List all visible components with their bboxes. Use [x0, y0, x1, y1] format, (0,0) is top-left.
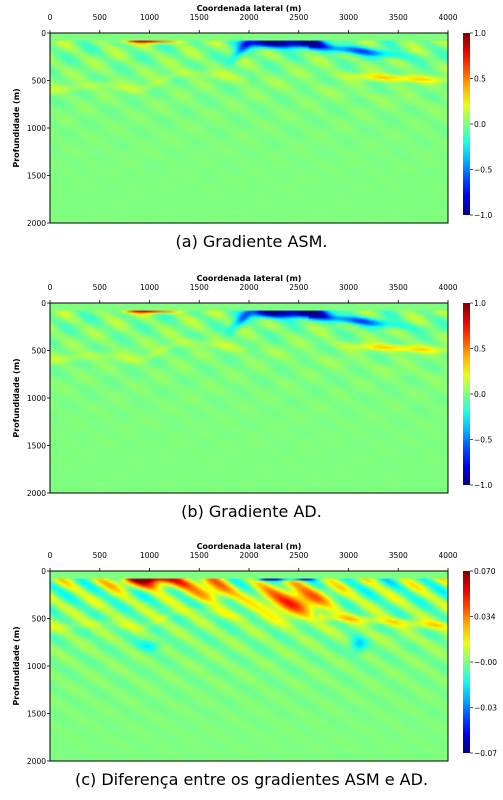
colorbar: [463, 571, 470, 753]
heatmap-image: [50, 33, 448, 223]
y-tick-label: 1500: [27, 172, 46, 181]
colorbar-tick-label: 1.0: [474, 29, 486, 38]
x-tick-label: 2500: [289, 551, 308, 560]
x-tick-label: 1000: [140, 551, 159, 560]
colorbar-tick-label: −0.5: [474, 166, 492, 175]
colorbar-tick-label: 1.0: [474, 299, 486, 308]
x-tick-label: 2000: [239, 283, 258, 292]
x-tick-label: 3500: [389, 283, 408, 292]
colorbar-tick-label: −0.5: [474, 436, 492, 445]
y-tick-label: 2000: [27, 219, 46, 228]
colorbar-tick-label: 0.070: [474, 567, 496, 576]
x-tick-label: 3500: [389, 551, 408, 560]
x-tick-label: 3000: [339, 551, 358, 560]
figure-caption: (b) Gradiente AD.: [181, 502, 322, 521]
x-tick-label: 1000: [140, 283, 159, 292]
x-axis-label: Coordenada lateral (m): [197, 542, 302, 551]
x-tick-label: 1500: [190, 283, 209, 292]
colorbar: [463, 33, 470, 215]
chart-panel: Coordenada lateral (m) 0 500 1000 1500 2000 25…: [0, 0, 503, 262]
chart-svg: Coordenada lateral (m) 0 500 1000 1500 2000 25…: [12, 4, 492, 228]
y-tick-label: 2000: [27, 757, 46, 766]
colorbar-tick-label: 0.034: [474, 613, 496, 622]
x-tick-label: 500: [93, 551, 108, 560]
colorbar-tick-label: −0.03: [474, 704, 497, 713]
figure-caption: (c) Diferença entre os gradientes ASM e …: [74, 770, 429, 789]
chart-svg: Coordenada lateral (m) 0 500 1000 1500 2000 25…: [12, 274, 492, 498]
y-tick-label: 2000: [27, 489, 46, 498]
chart-panel: Coordenada lateral (m) 0 500 1000 1500 2000 25…: [0, 270, 503, 532]
colorbar-tick-label: 0.5: [474, 345, 486, 354]
y-tick-label: 1000: [27, 662, 46, 671]
y-tick-label: 500: [32, 347, 47, 356]
y-tick-label: 0: [41, 567, 46, 576]
x-tick-label: 2500: [289, 283, 308, 292]
y-tick-label: 500: [32, 77, 47, 86]
chart-svg: Coordenada lateral (m) 0 500 1000 1500 2000 25…: [12, 542, 497, 766]
x-axis-label: Coordenada lateral (m): [197, 4, 302, 13]
x-tick-label: 3500: [389, 13, 408, 22]
x-tick-label: 0: [48, 13, 53, 22]
y-tick-label: 1000: [27, 124, 46, 133]
x-tick-label: 1500: [190, 13, 209, 22]
chart-panel: Coordenada lateral (m) 0 500 1000 1500 2000 25…: [0, 538, 503, 800]
colorbar-tick-label: 0.0: [474, 390, 486, 399]
x-tick-label: 4000: [438, 283, 457, 292]
x-axis-label: Coordenada lateral (m): [197, 274, 302, 283]
x-tick-label: 2000: [239, 13, 258, 22]
colorbar-tick-label: −0.00: [474, 658, 497, 667]
colorbar-tick-label: −0.07: [474, 749, 497, 758]
y-axis-label: Profundidade (m): [12, 358, 21, 437]
figure-caption: (a) Gradiente ASM.: [175, 232, 328, 251]
y-tick-label: 500: [32, 615, 47, 624]
y-axis-label: Profundidade (m): [12, 88, 21, 167]
x-tick-label: 4000: [438, 551, 457, 560]
y-axis-label: Profundidade (m): [12, 626, 21, 705]
y-tick-label: 1000: [27, 394, 46, 403]
heatmap-image: [50, 571, 448, 761]
colorbar-tick-label: −1.0: [474, 481, 492, 490]
x-tick-label: 500: [93, 13, 108, 22]
y-tick-label: 1500: [27, 710, 46, 719]
y-tick-label: 0: [41, 299, 46, 308]
x-tick-label: 2500: [289, 13, 308, 22]
x-tick-label: 3000: [339, 283, 358, 292]
colorbar-tick-label: 0.0: [474, 120, 486, 129]
colorbar-tick-label: 0.5: [474, 75, 486, 84]
heatmap-image: [50, 303, 448, 493]
y-tick-label: 1500: [27, 442, 46, 451]
y-tick-label: 0: [41, 29, 46, 38]
x-tick-label: 0: [48, 551, 53, 560]
x-tick-label: 500: [93, 283, 108, 292]
x-tick-label: 1500: [190, 551, 209, 560]
x-tick-label: 3000: [339, 13, 358, 22]
colorbar-tick-label: −1.0: [474, 211, 492, 220]
x-tick-label: 1000: [140, 13, 159, 22]
x-tick-label: 0: [48, 283, 53, 292]
colorbar: [463, 303, 470, 485]
x-tick-label: 2000: [239, 551, 258, 560]
x-tick-label: 4000: [438, 13, 457, 22]
